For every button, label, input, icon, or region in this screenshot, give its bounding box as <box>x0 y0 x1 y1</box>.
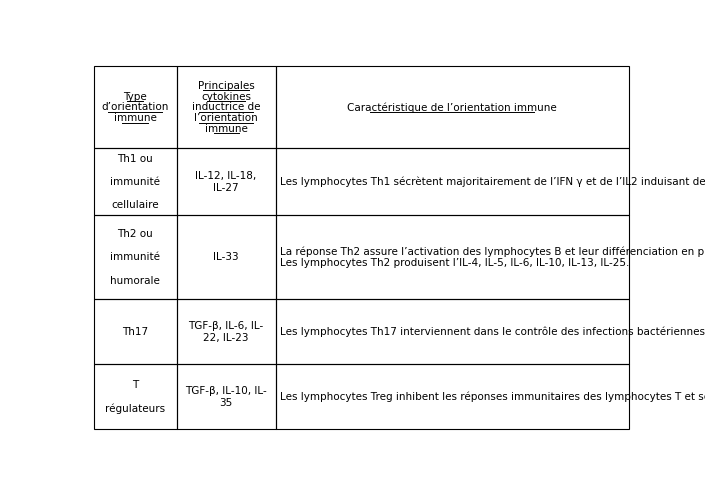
Text: La réponse Th2 assure l’activation des lymphocytes B et leur différenciation en : La réponse Th2 assure l’activation des l… <box>280 246 705 269</box>
Text: TGF-β, IL-10, IL-
35: TGF-β, IL-10, IL- 35 <box>185 386 267 408</box>
Text: Les lymphocytes Th1 sécrètent majoritairement de l’IFN γ et de l’IL2 induisant d: Les lymphocytes Th1 sécrètent majoritair… <box>280 177 705 187</box>
Text: Principales: Principales <box>197 81 255 91</box>
Text: Les lymphocytes Treg inhibent les réponses immunitaires des lymphocytes T et séc: Les lymphocytes Treg inhibent les répons… <box>280 392 705 402</box>
Text: Les lymphocytes Th17 interviennent dans le contrôle des infections bactériennes : Les lymphocytes Th17 interviennent dans … <box>280 327 705 337</box>
Text: immune: immune <box>204 124 247 134</box>
Text: inductrice de: inductrice de <box>192 103 260 112</box>
Text: Th1 ou

immunité

cellulaire: Th1 ou immunité cellulaire <box>110 154 160 210</box>
Text: TGF-β, IL-6, IL-
22, IL-23: TGF-β, IL-6, IL- 22, IL-23 <box>188 321 264 343</box>
Text: l’orientation: l’orientation <box>195 113 258 123</box>
Text: Th17: Th17 <box>122 327 148 337</box>
Text: Th2 ou

immunité

humorale: Th2 ou immunité humorale <box>110 229 160 286</box>
Text: T

régulateurs: T régulateurs <box>105 380 165 414</box>
Text: d’orientation: d’orientation <box>102 103 168 112</box>
Text: immune: immune <box>114 113 157 123</box>
Text: IL-33: IL-33 <box>214 252 239 262</box>
Text: IL-12, IL-18,
IL-27: IL-12, IL-18, IL-27 <box>195 171 257 192</box>
Text: cytokines: cytokines <box>201 91 251 102</box>
Text: Type: Type <box>123 91 147 102</box>
Text: Caractéristique de l’orientation immune: Caractéristique de l’orientation immune <box>348 102 557 112</box>
